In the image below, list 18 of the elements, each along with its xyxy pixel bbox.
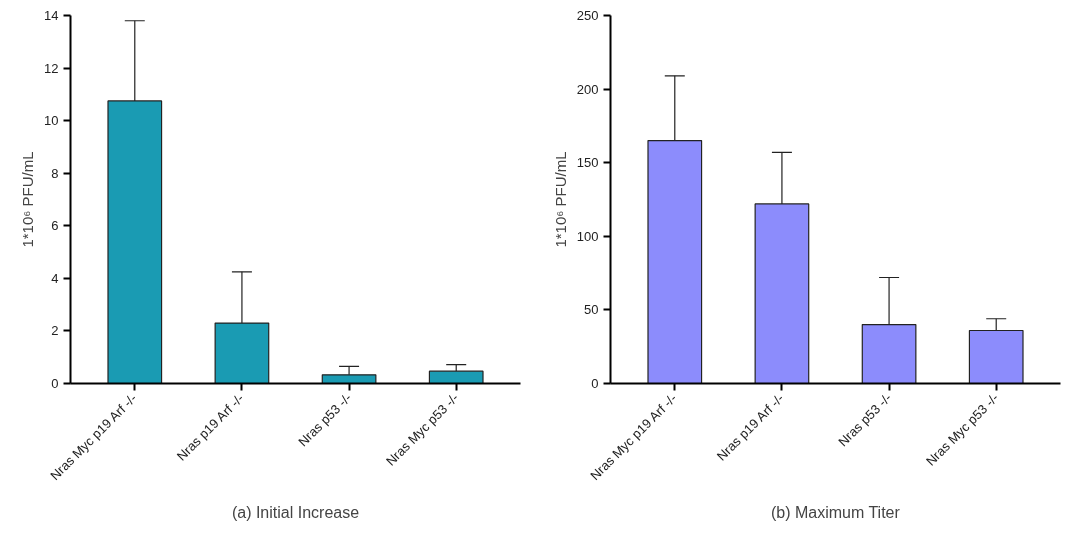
y-tick-label: 12: [44, 60, 59, 76]
y-axis-title: 1*10⁶ PFU/mL: [551, 151, 569, 248]
y-tick-label: 6: [51, 218, 59, 234]
y-tick-label: 10: [44, 113, 59, 129]
y-axis-title: 1*10⁶ PFU/mL: [19, 151, 37, 248]
y-tick-label: 0: [591, 376, 599, 391]
y-tick-label: 4: [51, 270, 59, 286]
y-tick-label: 150: [576, 155, 599, 171]
y-tick-label: 250: [576, 8, 599, 23]
y-tick-label: 100: [576, 228, 599, 244]
y-tick-label: 14: [44, 8, 59, 23]
y-tick-label: 0: [51, 376, 59, 391]
y-tick-label: 2: [51, 323, 59, 339]
y-tick-label: 8: [51, 165, 59, 181]
y-tick-label: 50: [584, 302, 599, 318]
text: (b) Maximum Titer: [770, 503, 901, 521]
y-tick-label: 200: [576, 81, 599, 97]
text: (a) Initial Increase: [231, 503, 360, 521]
